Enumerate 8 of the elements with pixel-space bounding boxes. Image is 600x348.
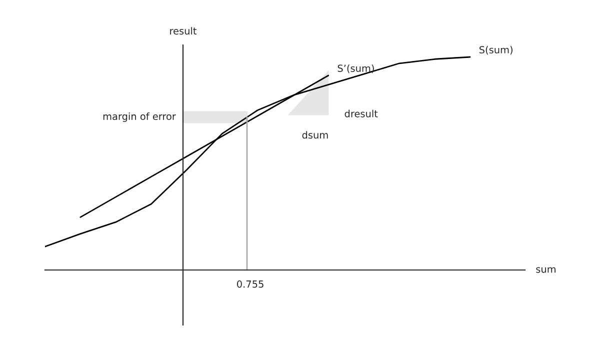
series-label: S(sum) xyxy=(479,46,512,55)
x-axis-title: sum xyxy=(536,267,556,273)
series-label: S’(sum) xyxy=(338,64,374,74)
annotation: dsum xyxy=(302,131,328,139)
text: 0.755 xyxy=(237,280,264,288)
annotation: dresult xyxy=(344,110,378,118)
annotation: margin of error xyxy=(103,112,176,122)
y-axis-title: result xyxy=(170,27,197,35)
